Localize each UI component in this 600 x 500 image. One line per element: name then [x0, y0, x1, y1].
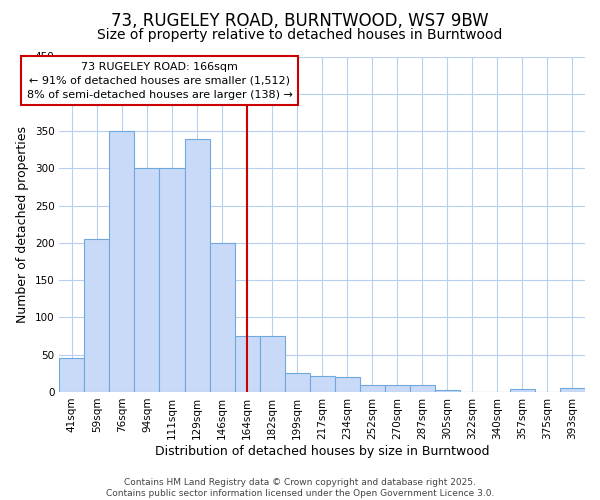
Bar	[59, 358, 85, 392]
Bar	[260, 336, 284, 392]
Bar	[410, 384, 435, 392]
X-axis label: Distribution of detached houses by size in Burntwood: Distribution of detached houses by size …	[155, 444, 490, 458]
Bar	[335, 377, 360, 392]
Bar	[85, 239, 109, 392]
Text: Contains HM Land Registry data © Crown copyright and database right 2025.
Contai: Contains HM Land Registry data © Crown c…	[106, 478, 494, 498]
Bar	[209, 243, 235, 392]
Bar	[185, 138, 209, 392]
Bar	[510, 389, 535, 392]
Bar	[109, 131, 134, 392]
Bar	[235, 336, 260, 392]
Bar	[284, 374, 310, 392]
Bar	[560, 388, 585, 392]
Text: 73, RUGELEY ROAD, BURNTWOOD, WS7 9BW: 73, RUGELEY ROAD, BURNTWOOD, WS7 9BW	[111, 12, 489, 30]
Text: 73 RUGELEY ROAD: 166sqm
← 91% of detached houses are smaller (1,512)
8% of semi-: 73 RUGELEY ROAD: 166sqm ← 91% of detache…	[26, 62, 292, 100]
Bar	[435, 390, 460, 392]
Y-axis label: Number of detached properties: Number of detached properties	[16, 126, 29, 322]
Bar	[134, 168, 160, 392]
Bar	[160, 168, 185, 392]
Bar	[385, 384, 410, 392]
Text: Size of property relative to detached houses in Burntwood: Size of property relative to detached ho…	[97, 28, 503, 42]
Bar	[310, 376, 335, 392]
Bar	[360, 384, 385, 392]
